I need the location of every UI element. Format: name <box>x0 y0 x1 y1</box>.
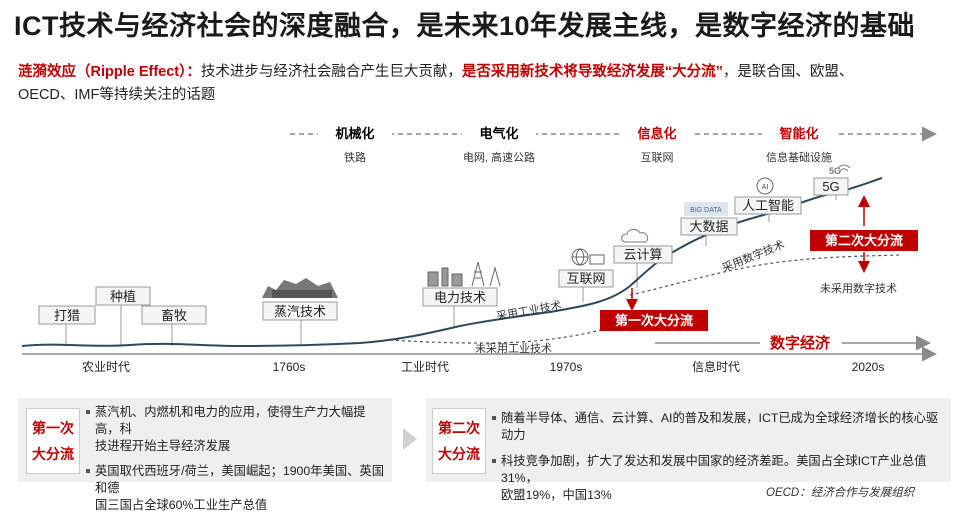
tick-2020s: 2020s <box>852 360 885 374</box>
cloud-icon <box>621 228 649 243</box>
panel-arrow-icon <box>403 428 417 450</box>
svg-text:打猎: 打猎 <box>54 308 80 323</box>
svg-text:5G: 5G <box>829 166 841 176</box>
ai-head-icon: AI <box>756 177 774 195</box>
svg-text:5G: 5G <box>822 179 839 194</box>
tech-box-internet: 互联网 <box>558 269 614 288</box>
svg-text:互联网: 互联网 <box>566 271 605 286</box>
subtitle-part3: ，是联合国、欧盟、 <box>722 64 854 80</box>
main-growth-curve <box>21 177 883 348</box>
not-adopt-industrial-label: 未采用工业技术 <box>475 342 552 355</box>
second-divergence-bullets: 随着半导体、通信、云计算、AI的普及和发展，ICT已成为全球经济增长的核心驱动力… <box>492 410 947 504</box>
svg-text:人工智能: 人工智能 <box>742 198 794 213</box>
svg-text:畜牧: 畜牧 <box>161 308 187 323</box>
svg-text:第一次大分流: 第一次大分流 <box>615 313 693 328</box>
not-adopt-industrial-curve <box>389 329 601 344</box>
page-title: ICT技术与经济社会的深度融合，是未来10年发展主线，是数字经济的基础 <box>14 11 916 41</box>
svg-text:种植: 种植 <box>110 289 136 304</box>
tech-box-bigdata: 大数据 <box>680 217 738 236</box>
tech-box-steam: 蒸汽技术 <box>262 301 338 321</box>
subtitle-part1: 技术进步与经济社会融合产生巨大贡献， <box>200 64 462 80</box>
first-divergence-badge: 第一次 大分流 <box>26 408 80 474</box>
svg-text:电力技术: 电力技术 <box>434 290 486 305</box>
tech-box-husbandry: 畜牧 <box>141 305 207 325</box>
subtitle-line-2: OECD、IMF等持续关注的话题 <box>18 87 216 103</box>
svg-text:蒸汽技术: 蒸汽技术 <box>274 304 326 319</box>
tech-box-cloud: 云计算 <box>613 245 673 264</box>
tech-box-5g: 5G <box>813 177 849 196</box>
steam-factory-icon <box>262 278 338 298</box>
era-electrification: 电气化 <box>479 126 518 141</box>
second-divergence-panel: 第二次 大分流 随着半导体、通信、云计算、AI的普及和发展，ICT已成为全球经济… <box>426 398 951 502</box>
subtitle-line-1: 涟漪效应（Ripple Effect）：技术进步与经济社会融合产生巨大贡献，是否… <box>18 60 853 81</box>
tech-box-ai: 人工智能 <box>734 196 802 215</box>
tech-box-electric: 电力技术 <box>422 287 498 307</box>
not-adopt-digital-label: 未采用数字技术 <box>820 281 897 295</box>
first-divergence-label: 第一次大分流 <box>600 310 708 331</box>
era-intelligentization: 智能化 <box>779 126 818 141</box>
economic-development-diagram: 机械化 铁路 电气化 电网, 高速公路 信息化 互联网 智能化 信息基础设施 采… <box>21 126 937 374</box>
second-divergence-badge: 第二次 大分流 <box>432 408 486 474</box>
first-divergence-panel: 第一次 大分流 蒸汽机、内燃机和电力的应用，使得生产力大幅提高，科 技进程开始主… <box>18 398 392 512</box>
subtitle-highlight: 是否采用新技术将导致经济发展“大分流” <box>461 64 723 80</box>
tick-industrial-age: 工业时代 <box>401 360 449 374</box>
svg-text:第二次大分流: 第二次大分流 <box>825 233 903 248</box>
tech-box-planting: 种植 <box>95 286 151 306</box>
tick-agricultural-age: 农业时代 <box>82 360 130 374</box>
svg-text:AI: AI <box>762 184 769 191</box>
tech-box-hunting: 打猎 <box>38 305 96 325</box>
adopt-industrial-label: 采用工业技术 <box>495 299 562 323</box>
era-informatization: 信息化 <box>637 126 676 141</box>
era-electrification-sub: 电网, 高速公路 <box>463 150 535 164</box>
svg-text:大数据: 大数据 <box>689 219 728 234</box>
tick-information-age: 信息时代 <box>692 359 740 374</box>
era-informatization-sub: 互联网 <box>641 151 674 164</box>
digital-economy-label: 数字经济 <box>770 334 831 352</box>
svg-text:云计算: 云计算 <box>623 247 662 262</box>
internet-globe-icon <box>571 248 605 266</box>
big-data-icon: BIG DATA <box>684 202 728 216</box>
adopt-digital-label: 采用数字技术 <box>720 237 786 275</box>
era-intelligentization-sub: 信息基础设施 <box>766 150 832 164</box>
svg-text:BIG DATA: BIG DATA <box>690 207 722 214</box>
era-mechanization-sub: 铁路 <box>344 151 366 164</box>
second-divergence-label: 第二次大分流 <box>810 230 918 251</box>
tick-1760s: 1760s <box>273 360 306 374</box>
tick-1970s: 1970s <box>550 360 583 374</box>
ripple-effect-term: 涟漪效应（Ripple Effect）： <box>18 64 201 80</box>
5g-tower-icon: 5G <box>829 164 851 176</box>
oecd-footnote: OECD：经济合作与发展组织 <box>766 487 915 499</box>
power-plant-icon <box>427 261 501 287</box>
era-mechanization: 机械化 <box>335 126 374 141</box>
not-adopt-digital-curve <box>629 254 901 296</box>
